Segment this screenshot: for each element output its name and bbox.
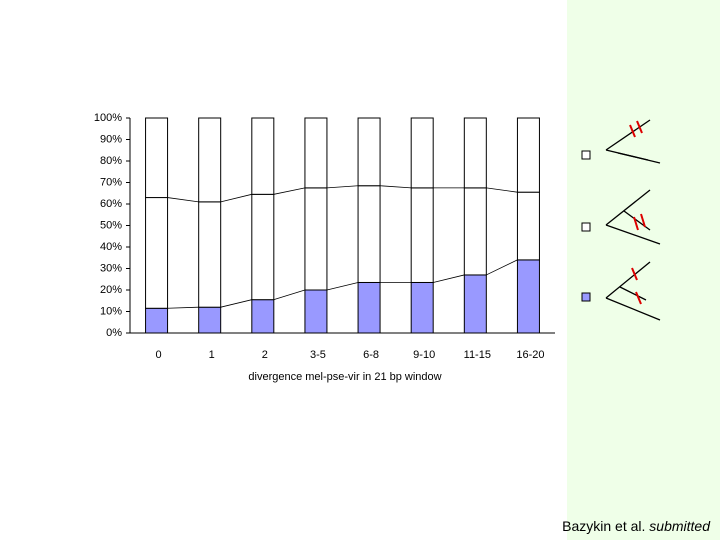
bar-segment [251,193,275,301]
legend-swatch [581,292,591,302]
bar-segment [463,187,487,276]
footer: Bazykin et al. submitted [562,518,711,534]
legend-swatch [581,150,591,160]
bar-segment [410,281,434,334]
series-line [220,193,252,203]
footer-text: Bazykin et al. [562,518,645,534]
bar-segment [251,299,275,334]
side-panel [567,0,720,540]
series-line [273,187,306,195]
x-axis-title: divergence mel-pse-vir in 21 bp window [248,371,441,383]
y-tick-label: 10% [100,305,122,317]
bar-segment [251,117,275,195]
x-tick-label: 1 [209,349,215,361]
y-tick-label: 50% [100,219,122,231]
bar-segment [357,281,381,334]
x-tick-label: 9-10 [413,349,435,361]
y-tick-label: 70% [100,176,122,188]
bar-segment [145,117,169,199]
bar-segment [145,307,169,334]
bar-segment [304,117,328,189]
series-line [326,185,359,189]
footer-emphasis: submitted [649,518,711,534]
bar-segment [198,117,222,203]
series-line [273,289,306,301]
y-tick-label: 80% [100,155,122,167]
series-line [167,306,199,309]
y-tick-label: 90% [100,133,122,145]
series-line [380,185,412,189]
bar-segment [410,117,434,189]
series-line [167,197,199,203]
bar-segment [410,187,434,283]
legend-swatch [581,222,591,232]
y-tick-label: 100% [94,112,122,124]
y-tick-label: 0% [106,327,122,339]
y-tick-label: 20% [100,284,122,296]
series-line [326,282,359,291]
y-tick-label: 60% [100,198,122,210]
bar-segment [516,191,540,261]
series-line [433,274,465,283]
bar-segment [516,259,540,334]
mutation-marks [629,120,646,305]
x-tick-label: 6-8 [363,349,379,361]
bar-segment [304,187,328,291]
x-tick-label: 11-15 [464,349,491,361]
y-tick-label: 40% [100,241,122,253]
bar-segment [463,274,487,334]
series-line [486,187,518,193]
bar-segment [145,197,169,309]
series-line [220,299,252,308]
bar-segment [357,117,381,187]
x-tick-label: 2 [262,349,268,361]
x-tick-label: 0 [156,349,162,361]
x-tick-label: 3-5 [310,349,326,361]
bar-segment [463,117,487,189]
tree-icons [605,119,661,321]
bar-segment [198,201,222,308]
bar-segment [198,306,222,334]
bar-segment [516,117,540,193]
series-line [486,259,518,276]
x-tick-label: 16-20 [516,349,544,361]
bar-segment [304,289,328,334]
bar-segment [357,185,381,283]
y-tick-label: 30% [100,262,122,274]
